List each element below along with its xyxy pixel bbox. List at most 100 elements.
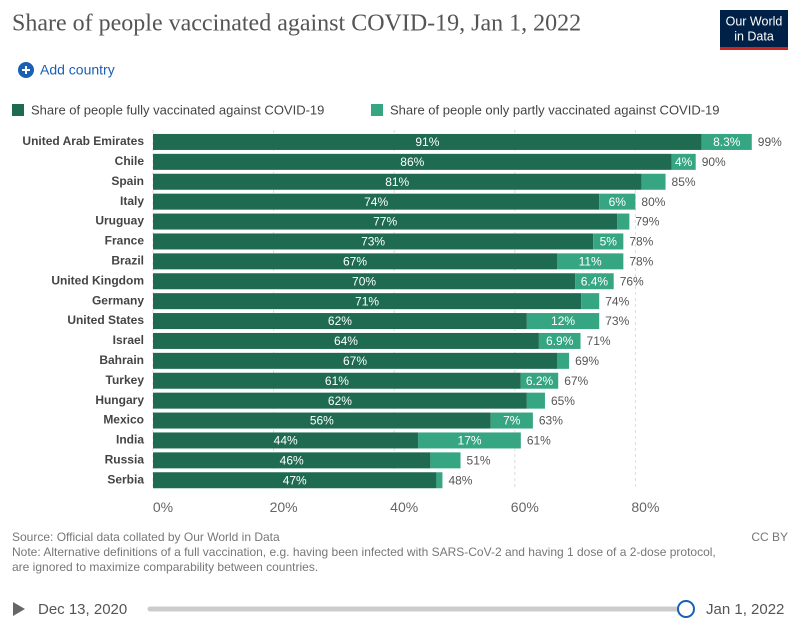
value-label: 67%	[343, 354, 367, 368]
value-label: 7%	[503, 414, 521, 428]
bar-segment	[593, 233, 624, 250]
play-button[interactable]	[13, 602, 25, 616]
bar-segment	[153, 452, 431, 469]
bar-segment	[418, 432, 521, 449]
bar-segment	[153, 352, 558, 369]
bar-segment	[153, 193, 600, 210]
bar-segment	[153, 213, 618, 230]
total-label: 69%	[575, 354, 599, 368]
value-label: 61%	[325, 374, 349, 388]
value-label: 64%	[334, 334, 358, 348]
license: CC BY	[751, 530, 788, 544]
bar-segment	[436, 472, 443, 489]
bar-segment	[153, 372, 521, 389]
total-label: 78%	[629, 235, 653, 249]
x-tick-label: 80%	[631, 499, 659, 515]
bar-segment	[599, 193, 636, 210]
total-label: 51%	[467, 454, 491, 468]
total-label: 85%	[672, 175, 696, 189]
bar-segment	[490, 412, 533, 429]
value-label: 6.2%	[526, 374, 554, 388]
category-label: United Arab Emirates	[22, 134, 144, 148]
bar-segment	[557, 253, 624, 270]
category-label: Italy	[120, 194, 144, 208]
category-label: Turkey	[106, 373, 145, 387]
total-label: 78%	[629, 255, 653, 269]
legend-label: Share of people fully vaccinated against…	[31, 102, 324, 117]
timeline-handle[interactable]	[677, 600, 695, 618]
bar-segment	[153, 432, 419, 449]
value-label: 70%	[352, 274, 376, 288]
category-label: United Kingdom	[51, 273, 144, 287]
value-label: 86%	[400, 155, 424, 169]
bar-segment	[153, 293, 582, 310]
value-label: 73%	[361, 235, 385, 249]
category-label: Bahrain	[99, 353, 144, 367]
source: Source: Official data collated by Our Wo…	[12, 530, 280, 544]
category-label: United States	[67, 313, 144, 327]
bar-segment	[153, 253, 558, 270]
bar-segment	[557, 352, 570, 369]
bar-segment	[526, 392, 545, 409]
total-label: 99%	[758, 135, 782, 149]
category-label: Uruguay	[95, 214, 144, 228]
value-label: 62%	[328, 394, 352, 408]
value-label: 67%	[343, 255, 367, 269]
logo-text: Our World	[726, 14, 783, 28]
value-label: 81%	[385, 175, 409, 189]
add-country-button[interactable]: Add country	[18, 62, 115, 78]
bar-segment	[153, 412, 491, 429]
bar-segment	[153, 332, 539, 349]
total-label: 63%	[539, 414, 563, 428]
bar-segment	[526, 313, 600, 330]
x-tick-label: 40%	[390, 499, 418, 515]
bar-segment	[520, 372, 559, 389]
bar-segment	[153, 233, 594, 250]
bar-segment	[538, 332, 581, 349]
bar-segment	[641, 173, 666, 190]
add-country-label[interactable]: Add country	[40, 62, 115, 78]
legend-swatch	[371, 104, 383, 116]
total-label: 79%	[635, 215, 659, 229]
value-label: 6%	[609, 195, 627, 209]
value-label: 62%	[328, 314, 352, 328]
bar-segment	[153, 133, 702, 150]
category-label: Russia	[105, 453, 145, 467]
category-label: France	[105, 234, 145, 248]
value-label: 71%	[355, 294, 379, 308]
value-label: 11%	[579, 255, 602, 269]
category-label: Israel	[113, 333, 144, 347]
value-label: 8.3%	[713, 135, 741, 149]
bar-segment	[701, 133, 752, 150]
total-label: 48%	[448, 473, 472, 487]
value-label: 17%	[458, 434, 482, 448]
total-label: 90%	[702, 155, 726, 169]
logo-text: in Data	[734, 29, 774, 43]
note: are ignored to maximize comparability be…	[12, 560, 318, 574]
category-label: Spain	[111, 174, 144, 188]
bar-segment	[153, 273, 576, 290]
total-label: 80%	[641, 195, 665, 209]
bar-segment	[617, 213, 630, 230]
value-label: 77%	[373, 215, 397, 229]
timeline: Dec 13, 2020 Jan 1, 2022	[13, 600, 784, 618]
x-tick-label: 20%	[270, 499, 298, 515]
total-label: 67%	[564, 374, 588, 388]
bar-segment	[153, 153, 672, 170]
legend: Share of people fully vaccinated against…	[12, 102, 720, 117]
bar-segment	[153, 313, 527, 330]
value-label: 46%	[280, 454, 304, 468]
plot: 0% 20% 40% 60% 80% United Arab Emirates 91% 8.3…	[22, 130, 782, 515]
bar-segment	[153, 392, 527, 409]
logo-box	[720, 10, 788, 50]
bar-segment	[153, 472, 437, 489]
category-label: Chile	[115, 154, 145, 168]
category-label: Serbia	[107, 472, 144, 486]
note: Note: Alternative definitions of a full …	[12, 545, 716, 559]
bar-segment	[581, 293, 600, 310]
chart-title: Share of people vaccinated against COVID…	[12, 11, 581, 37]
value-label: 47%	[283, 473, 307, 487]
add-icon-plus	[22, 66, 30, 74]
timeline-end: Jan 1, 2022	[706, 601, 784, 618]
